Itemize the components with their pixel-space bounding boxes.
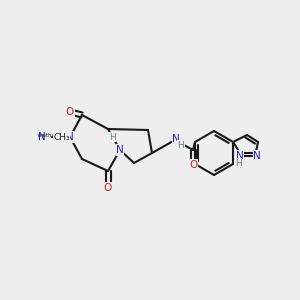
Text: O: O — [104, 183, 112, 193]
Text: H: H — [109, 133, 116, 142]
Text: O: O — [66, 107, 74, 117]
Text: N: N — [116, 145, 124, 155]
Text: O: O — [189, 160, 197, 170]
Text: N: N — [66, 132, 74, 142]
Text: N: N — [236, 151, 244, 161]
Text: methyl: methyl — [38, 133, 57, 138]
Text: N: N — [38, 132, 46, 142]
Text: H: H — [235, 158, 242, 167]
Text: CH₃: CH₃ — [53, 133, 70, 142]
Text: H: H — [178, 140, 184, 149]
Text: N: N — [253, 151, 261, 161]
Text: N: N — [172, 134, 180, 144]
